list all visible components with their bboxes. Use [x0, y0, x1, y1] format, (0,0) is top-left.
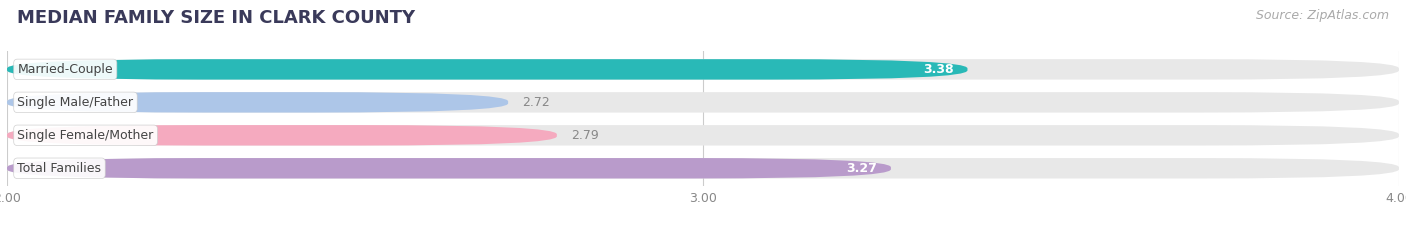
- FancyBboxPatch shape: [7, 92, 508, 113]
- Text: Source: ZipAtlas.com: Source: ZipAtlas.com: [1256, 9, 1389, 22]
- Text: Total Families: Total Families: [17, 162, 101, 175]
- FancyBboxPatch shape: [7, 125, 1399, 146]
- FancyBboxPatch shape: [7, 125, 557, 146]
- Text: Single Female/Mother: Single Female/Mother: [17, 129, 153, 142]
- FancyBboxPatch shape: [7, 59, 967, 80]
- Text: 2.79: 2.79: [571, 129, 599, 142]
- FancyBboxPatch shape: [7, 158, 1399, 178]
- FancyBboxPatch shape: [7, 158, 891, 178]
- Text: Married-Couple: Married-Couple: [17, 63, 112, 76]
- Text: Single Male/Father: Single Male/Father: [17, 96, 134, 109]
- FancyBboxPatch shape: [7, 92, 1399, 113]
- Text: 3.27: 3.27: [846, 162, 877, 175]
- Text: MEDIAN FAMILY SIZE IN CLARK COUNTY: MEDIAN FAMILY SIZE IN CLARK COUNTY: [17, 9, 415, 27]
- Text: 3.38: 3.38: [922, 63, 953, 76]
- Text: 2.72: 2.72: [522, 96, 550, 109]
- FancyBboxPatch shape: [7, 59, 1399, 80]
